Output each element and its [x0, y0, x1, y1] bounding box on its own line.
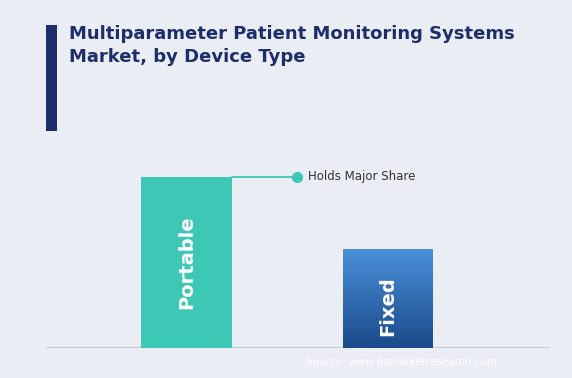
Bar	[343, 345, 434, 346]
Bar	[343, 249, 434, 251]
Bar	[141, 177, 232, 348]
Bar	[343, 279, 434, 280]
Bar	[343, 343, 434, 344]
Bar	[343, 302, 434, 303]
Bar	[343, 274, 434, 276]
Bar	[343, 333, 434, 334]
Bar	[343, 285, 434, 286]
Bar	[343, 260, 434, 262]
Bar	[343, 303, 434, 304]
Bar	[343, 313, 434, 314]
Text: Holds Major Share: Holds Major Share	[308, 170, 415, 183]
Bar	[343, 321, 434, 322]
Bar	[343, 282, 434, 284]
Bar	[343, 307, 434, 308]
Bar	[343, 310, 434, 311]
Bar	[343, 308, 434, 309]
Bar	[343, 276, 434, 277]
Bar	[343, 273, 434, 274]
Bar	[343, 280, 434, 281]
Bar	[343, 315, 434, 316]
Bar	[343, 256, 434, 257]
Bar	[343, 266, 434, 268]
Bar	[343, 312, 434, 313]
Bar	[343, 318, 434, 319]
Bar	[343, 251, 434, 252]
Bar	[343, 297, 434, 298]
Bar	[343, 314, 434, 315]
Text: Source: www.psmarketresearch.com: Source: www.psmarketresearch.com	[307, 357, 497, 367]
Bar	[343, 271, 434, 273]
Bar	[343, 326, 434, 327]
Bar	[343, 257, 434, 259]
Bar	[343, 299, 434, 300]
Bar	[343, 330, 434, 331]
Bar	[343, 322, 434, 323]
Bar	[343, 336, 434, 337]
Bar	[343, 291, 434, 292]
Bar	[343, 290, 434, 291]
Bar	[343, 332, 434, 333]
Bar	[343, 293, 434, 294]
Bar	[343, 281, 434, 282]
Bar	[343, 328, 434, 329]
Bar	[343, 329, 434, 330]
Bar	[343, 262, 434, 263]
Bar	[343, 252, 434, 253]
Bar	[343, 263, 434, 265]
Bar	[343, 300, 434, 301]
Bar	[343, 320, 434, 321]
Bar	[343, 289, 434, 290]
Bar	[343, 340, 434, 341]
Bar	[343, 284, 434, 285]
Bar	[343, 309, 434, 310]
Bar	[343, 341, 434, 342]
Bar	[343, 317, 434, 318]
Bar	[343, 296, 434, 297]
Bar	[343, 301, 434, 302]
Bar	[343, 335, 434, 336]
Bar	[343, 338, 434, 339]
Bar	[343, 277, 434, 278]
Bar	[343, 319, 434, 320]
Bar	[343, 325, 434, 326]
Bar	[343, 306, 434, 307]
Bar	[343, 324, 434, 325]
Bar	[343, 305, 434, 306]
Bar	[343, 298, 434, 299]
Bar	[343, 327, 434, 328]
Bar	[343, 278, 434, 279]
Bar	[343, 292, 434, 293]
Bar	[343, 346, 434, 347]
Bar	[343, 334, 434, 335]
Bar	[343, 344, 434, 345]
Bar	[343, 331, 434, 332]
Bar	[343, 323, 434, 324]
Bar	[343, 268, 434, 270]
Bar	[343, 286, 434, 287]
Bar	[343, 316, 434, 317]
Bar	[343, 294, 434, 295]
Bar	[343, 287, 434, 288]
Bar	[343, 270, 434, 271]
Bar	[343, 304, 434, 305]
Text: Multiparameter Patient Monitoring Systems
Market, by Device Type: Multiparameter Patient Monitoring System…	[69, 25, 515, 66]
Bar	[343, 339, 434, 340]
Bar	[343, 337, 434, 338]
Bar	[343, 259, 434, 260]
Bar	[343, 265, 434, 266]
Text: Portable: Portable	[177, 215, 196, 309]
Bar	[343, 254, 434, 256]
Text: Fixed: Fixed	[379, 276, 398, 336]
Bar	[343, 342, 434, 343]
Bar	[343, 311, 434, 312]
Bar	[343, 295, 434, 296]
Bar	[343, 288, 434, 289]
Bar	[343, 253, 434, 254]
Bar	[343, 347, 434, 348]
Bar	[46, 25, 57, 131]
